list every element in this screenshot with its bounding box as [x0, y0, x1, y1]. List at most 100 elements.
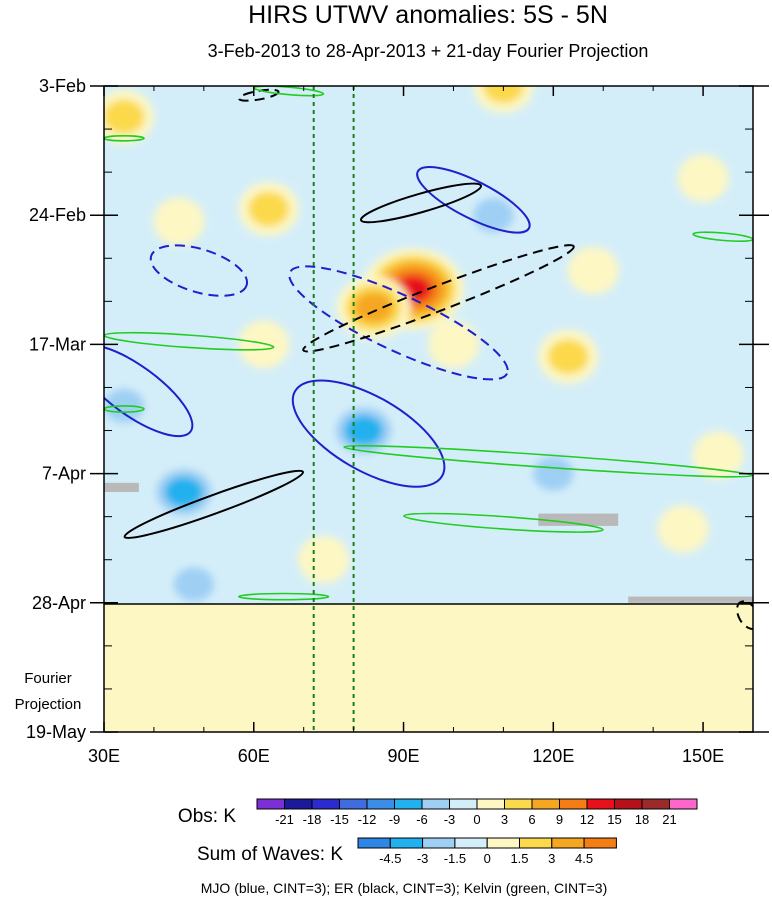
obs-colorbar-cell [531, 798, 560, 810]
anomaly-level [482, 86, 524, 104]
x-tick-label: 150E [682, 746, 724, 766]
anomaly-blob-4 [104, 89, 155, 144]
obs-colorbar-label: -6 [416, 812, 428, 827]
kelvin-contour-13 [104, 405, 145, 413]
footnote: MJO (blue, CINT=3); ER (black, CINT=3); … [201, 880, 608, 896]
anomaly-blob-10 [677, 154, 729, 203]
waves-colorbar-title: Sum of Waves: K [197, 844, 343, 865]
anomaly-level [567, 246, 619, 295]
anomaly-blob-19 [163, 557, 224, 604]
anomaly-level [173, 566, 215, 602]
anomaly-blob-12 [657, 505, 709, 553]
waves-colorbar-label: -4.5 [379, 851, 401, 866]
anomaly-blob-3 [153, 197, 205, 246]
obs-colorbar-label: -18 [303, 812, 322, 827]
obs-colorbar-label: -12 [358, 812, 377, 827]
x-tick-label: 120E [532, 746, 574, 766]
chart-subtitle: 3-Feb-2013 to 28-Apr-2013 + 21-day Fouri… [208, 41, 649, 61]
obs-colorbar-cell [586, 798, 615, 810]
waves-colorbar-cell [551, 837, 585, 849]
waves-colorbar: -4.5 -3 -1.5 0 1.5 3 4.5 [357, 837, 617, 866]
plot-area [104, 86, 753, 732]
waves-colorbar-cell [519, 837, 553, 849]
mjo-contour-3 [104, 343, 194, 438]
mjo-contour-2 [288, 265, 509, 381]
anomaly-blob-6 [427, 320, 480, 369]
mjo-contour-4 [291, 379, 446, 488]
obs-colorbar-cell [669, 798, 698, 810]
x-tick-label: 90E [388, 746, 420, 766]
obs-colorbar-cell [311, 798, 340, 810]
waves-colorbar-cell [422, 837, 456, 849]
missing-data-patch-2 [628, 596, 753, 603]
waves-colorbar-cell [389, 837, 424, 849]
waves-colorbar-label: 4.5 [575, 851, 593, 866]
obs-colorbar-cell [449, 798, 478, 810]
obs-colorbar-label: -15 [330, 812, 349, 827]
waves-colorbar-cell [486, 837, 521, 849]
kelvin-contour-16 [238, 592, 330, 601]
anomaly-blob-9 [567, 246, 619, 295]
obs-colorbar-label: 12 [580, 812, 594, 827]
anomaly-level [248, 191, 290, 227]
anomaly-blob-11 [692, 431, 744, 479]
obs-colorbar-cell [284, 798, 313, 810]
missing-data-layer [104, 482, 753, 603]
er-contour-5 [302, 244, 575, 353]
projection-background [104, 604, 753, 732]
anomaly-level [692, 431, 744, 479]
anomaly-blob-2 [238, 182, 299, 236]
waves-colorbar-cell [583, 837, 617, 849]
waves-colorbar-label: -3 [417, 851, 429, 866]
obs-colorbar-label: 21 [662, 812, 676, 827]
y-tick-label: 28-Apr [32, 593, 86, 613]
obs-colorbar-label: 18 [635, 812, 649, 827]
obs-colorbar-cell [366, 798, 395, 810]
reference-lines [312, 86, 355, 732]
obs-colorbar-cell [614, 798, 643, 810]
y-tick-label: 3-Feb [39, 76, 86, 96]
anomaly-blob-15 [146, 460, 221, 524]
x-axis: 30E 60E 90E 120E 150E [88, 86, 724, 766]
mjo-contour-0 [416, 166, 531, 234]
y-tick-label: 17-Mar [29, 334, 86, 354]
projection-label-line2: Projection [15, 696, 82, 713]
anomaly-field [104, 86, 744, 604]
anomaly-blob-5 [538, 329, 599, 384]
obs-colorbar-cell [339, 798, 368, 810]
obs-colorbar-cell [504, 798, 533, 810]
chart-title: HIRS UTWV anomalies: 5S - 5N [248, 1, 608, 29]
anomaly-level [344, 415, 383, 446]
obs-colorbar-cell [559, 798, 588, 810]
waves-colorbar-cell [357, 837, 391, 849]
anomaly-level [532, 456, 574, 491]
anomaly-level [238, 320, 290, 369]
anomaly-level [657, 505, 709, 553]
er-contour-6 [123, 469, 305, 539]
kelvin-contour-11 [403, 512, 604, 533]
obs-colorbar-cell [256, 798, 285, 810]
waves-colorbar-label: 1.5 [510, 851, 528, 866]
anomaly-level [354, 292, 393, 323]
er-contour-8 [238, 88, 280, 102]
y-axis: 3-Feb 24-Feb 17-Mar 7-Apr 28-Apr 19-May [26, 76, 769, 742]
anomaly-level [153, 197, 205, 246]
obs-colorbar-cell [394, 798, 423, 810]
y-tick-label: 19-May [26, 722, 86, 742]
obs-colorbar-cell [641, 798, 670, 810]
obs-colorbar-label: -21 [275, 812, 294, 827]
waves-colorbar-cell [454, 837, 488, 849]
obs-colorbar-label: -3 [444, 812, 456, 827]
projection-label-line1: Fourier [24, 670, 72, 687]
y-tick-label: 24-Feb [29, 205, 86, 225]
anomaly-blob-17 [463, 188, 524, 243]
obs-colorbar-label: 0 [473, 812, 480, 827]
obs-colorbar-cell [476, 798, 505, 810]
anomaly-blob-7 [238, 320, 290, 369]
obs-colorbar-cell [421, 798, 450, 810]
anomaly-blob-14 [326, 398, 401, 463]
anomaly-level [164, 476, 204, 508]
anomaly-blob-13 [298, 535, 350, 584]
x-tick-label: 30E [88, 746, 120, 766]
